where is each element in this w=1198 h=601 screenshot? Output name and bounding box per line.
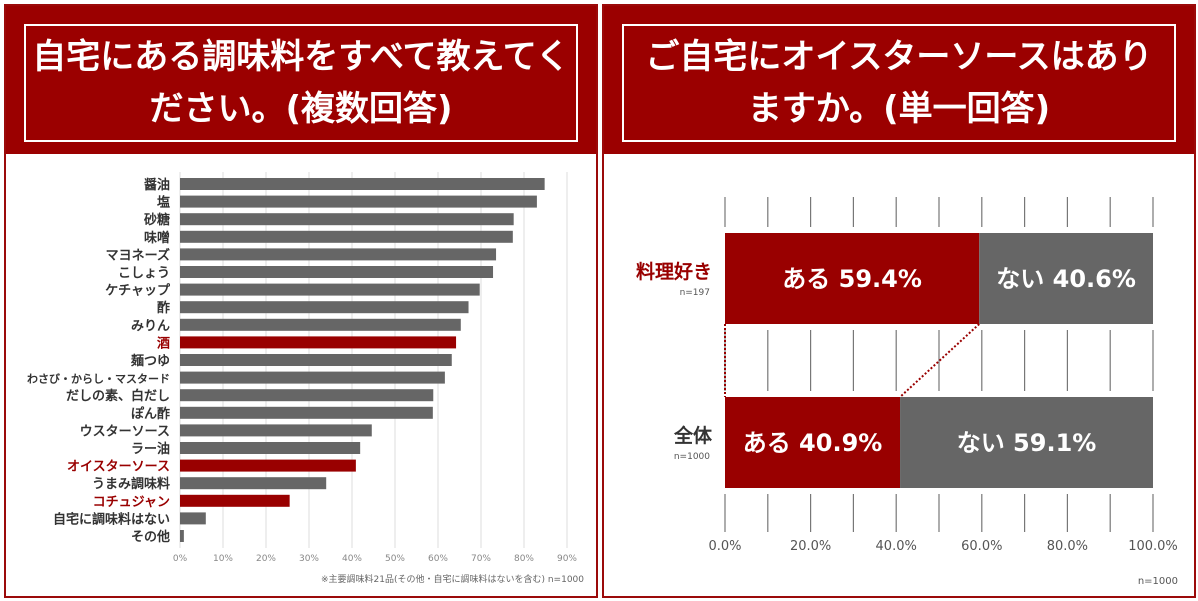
bar <box>180 213 514 226</box>
bar <box>180 318 461 331</box>
category-label: だしの素、白だし <box>66 388 170 404</box>
x-tick-label: 20% <box>256 554 276 564</box>
x-tick-label: 40.0% <box>876 539 917 554</box>
chart-note: ※主要調味料21品(その他・自宅に調味料はないを含む) n=1000 <box>321 573 584 585</box>
x-tick-label: 50% <box>385 554 405 564</box>
bar-nai <box>979 233 1153 324</box>
bar <box>180 442 361 454</box>
category-label: 自宅に調味料はない <box>53 511 170 527</box>
category-label: ケチャップ <box>105 284 171 299</box>
category-label: マヨネーズ <box>106 247 170 263</box>
connector-line <box>899 323 980 398</box>
right-title: ご自宅にオイスターソースはありますか。(単一回答) <box>622 24 1176 142</box>
x-tick-label: 10% <box>213 554 233 564</box>
bar-aru <box>725 233 980 324</box>
category-label: 麺つゆ <box>130 353 170 369</box>
category-label: 酒 <box>157 336 170 351</box>
category-label: オイスターソース <box>67 460 170 475</box>
bar <box>180 371 445 384</box>
category-n: n=197 <box>680 288 710 298</box>
bar <box>180 530 184 542</box>
bar-label: ない 40.6% <box>996 265 1136 293</box>
category-label: ウスターソース <box>80 424 170 439</box>
bar <box>180 406 433 419</box>
category-label: その他 <box>131 529 170 545</box>
bar <box>180 389 434 402</box>
bar <box>180 494 290 507</box>
x-tick-label: 0% <box>173 554 188 564</box>
bar <box>180 195 537 208</box>
bar <box>180 354 452 366</box>
category-label: わさび・からし・マスタード <box>27 372 170 386</box>
x-tick-label: 40% <box>342 554 362 564</box>
category-label: ラー油 <box>131 441 170 457</box>
category-label: 料理好き <box>636 260 712 283</box>
bar <box>180 424 372 437</box>
right-header: ご自宅にオイスターソースはありますか。(単一回答) <box>604 6 1194 154</box>
x-tick-label: 100.0% <box>1128 539 1178 554</box>
bar <box>180 301 469 314</box>
bar-aru <box>725 397 901 488</box>
x-tick-label: 0.0% <box>708 539 741 554</box>
x-tick-label: 70% <box>471 554 491 564</box>
chart-note: n=1000 <box>1138 576 1178 587</box>
left-panel: 自宅にある調味料をすべて教えてください。(複数回答) <box>4 4 598 598</box>
category-label: 味噌 <box>144 230 170 246</box>
category-label: 塩 <box>157 195 170 211</box>
left-title: 自宅にある調味料をすべて教えてください。(複数回答) <box>24 24 578 142</box>
bar-label: ある 59.4% <box>782 265 922 293</box>
x-tick-label: 30% <box>299 554 319 564</box>
x-tick-label: 90% <box>557 554 577 564</box>
bar-nai <box>900 397 1153 488</box>
x-tick-label: 60.0% <box>961 539 1002 554</box>
category-label: 醤油 <box>144 177 170 193</box>
bar <box>180 266 494 278</box>
bar <box>180 230 513 243</box>
bar <box>180 248 497 261</box>
bar <box>180 336 457 349</box>
x-tick-label: 60% <box>428 554 448 564</box>
bar <box>180 178 545 190</box>
bar-label: ない 59.1% <box>957 429 1097 457</box>
category-label: みりん <box>131 319 170 334</box>
category-label: コチュジャン <box>93 495 170 510</box>
bar <box>180 459 356 472</box>
category-label: 全体 <box>673 424 713 447</box>
x-tick-label: 80.0% <box>1047 539 1088 554</box>
category-n: n=1000 <box>674 452 710 462</box>
x-tick-label: 80% <box>514 554 534 564</box>
bar <box>180 512 206 525</box>
bar <box>180 477 327 490</box>
bar-label: ある 40.9% <box>743 429 883 457</box>
category-label: こしょう <box>118 266 170 281</box>
x-tick-label: 20.0% <box>790 539 831 554</box>
left-header: 自宅にある調味料をすべて教えてください。(複数回答) <box>6 6 596 154</box>
category-label: 酢 <box>157 300 170 316</box>
category-label: 砂糖 <box>143 212 170 228</box>
category-label: ぽん酢 <box>131 406 170 422</box>
category-label: うまみ調味料 <box>92 476 170 492</box>
bar <box>180 283 480 296</box>
